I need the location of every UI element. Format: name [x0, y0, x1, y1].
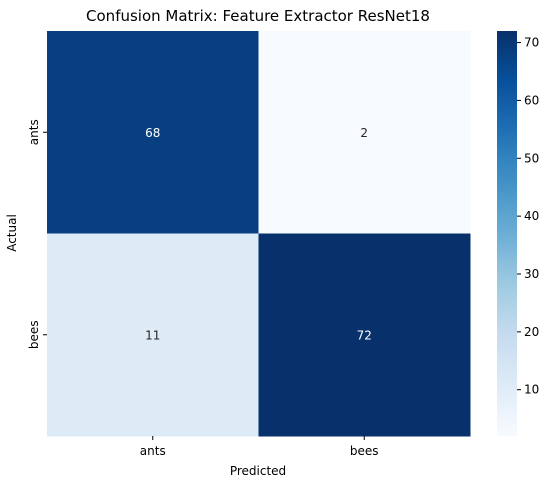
y-axis: ants bees: [27, 119, 47, 349]
chart-title: Confusion Matrix: Feature Extractor ResN…: [86, 7, 430, 25]
colorbar: 10 20 30 40 50 60 70: [497, 31, 539, 436]
y-axis-label: Actual: [5, 214, 19, 252]
colorbar-tick-label: 30: [524, 267, 539, 281]
heatmap-cell: [47, 31, 259, 234]
colorbar-tick-label: 20: [524, 325, 539, 339]
heatmap-grid: 68 2 11 72: [47, 31, 471, 437]
colorbar-gradient: [497, 31, 517, 436]
colorbar-tick-label: 60: [524, 93, 539, 107]
x-tick-label: ants: [140, 444, 166, 458]
y-tick-label: bees: [27, 320, 41, 349]
cell-value-label: 2: [360, 126, 368, 140]
heatmap-cell: [258, 31, 471, 234]
y-tick-label: ants: [27, 119, 41, 145]
heatmap-cell: [47, 233, 259, 437]
colorbar-tick-label: 40: [524, 209, 539, 223]
cell-value-label: 72: [357, 328, 372, 342]
colorbar-tick-label: 70: [524, 36, 539, 50]
heatmap-cell: [258, 233, 471, 437]
x-tick-label: bees: [350, 444, 379, 458]
x-axis-label: Predicted: [230, 464, 286, 478]
cell-value-label: 68: [145, 126, 160, 140]
colorbar-tick-label: 10: [524, 383, 539, 397]
colorbar-tick-label: 50: [524, 151, 539, 165]
x-axis: ants bees: [140, 436, 379, 458]
cell-value-label: 11: [145, 328, 160, 342]
